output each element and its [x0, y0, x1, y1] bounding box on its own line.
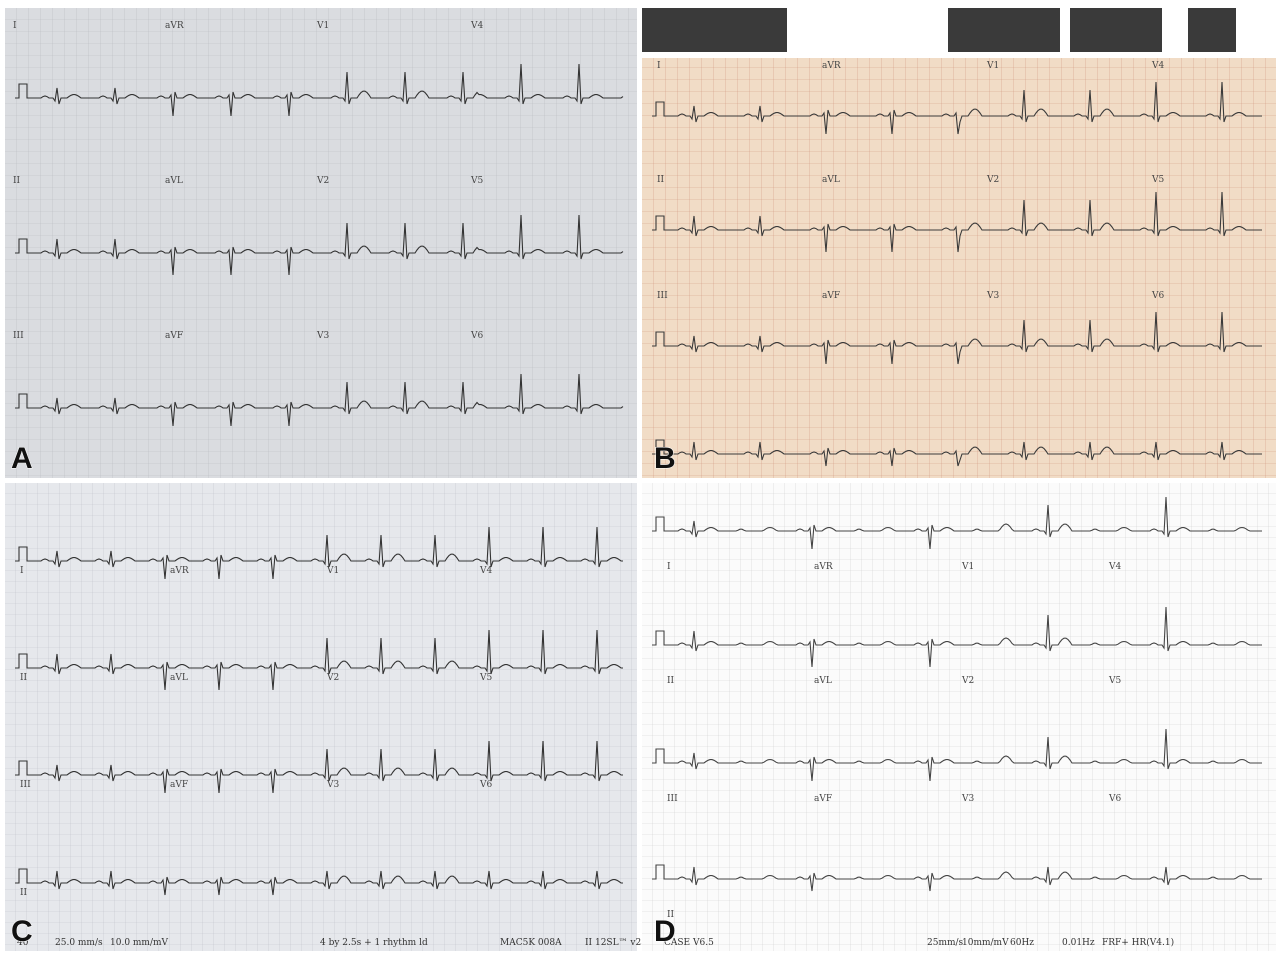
redaction: [948, 8, 1060, 52]
lead-label: V1: [326, 566, 339, 576]
lead-label: I: [667, 562, 671, 572]
lead-label: V5: [470, 176, 483, 186]
ecg-grid: [5, 8, 637, 478]
lead-label: II: [13, 176, 21, 186]
lead-label: III: [20, 780, 31, 790]
ecg-trace: [652, 606, 1262, 668]
lead-label: aVF: [822, 291, 840, 301]
ecg-trace: [652, 496, 1262, 550]
footer-text: 10.0 mm/mV: [110, 938, 169, 948]
footer-text: CASE V6.5: [664, 938, 714, 948]
ecg-trace: [652, 81, 1262, 135]
footer-text: 10mm/mV: [962, 938, 1009, 948]
lead-label: aVF: [170, 780, 188, 790]
lead-label: V5: [479, 673, 492, 683]
ecg-trace: [15, 740, 623, 794]
lead-label: II: [667, 910, 675, 920]
lead-label: aVF: [814, 794, 832, 804]
lead-label: I: [20, 566, 24, 576]
lead-label: V2: [326, 673, 339, 683]
ecg-trace: [15, 63, 624, 117]
lead-label: V4: [1108, 562, 1121, 572]
lead-label: V3: [316, 331, 329, 341]
footer-text: 0.01Hz: [1062, 938, 1095, 948]
ecg-trace: [15, 373, 624, 427]
lead-label: aVR: [170, 566, 189, 576]
panel-letter: B: [654, 442, 676, 475]
panel-letter: A: [11, 442, 33, 475]
lead-label: aVL: [170, 673, 188, 683]
ecg-trace: [15, 868, 623, 896]
ecg-trace: [652, 439, 1262, 467]
lead-label: aVR: [814, 562, 833, 572]
ecg-trace: [652, 311, 1262, 365]
lead-label: V4: [1151, 61, 1164, 71]
footer-text: FRF+ HR(V4.1): [1102, 937, 1174, 948]
lead-label: V5: [1151, 175, 1164, 185]
ecg-trace: [15, 629, 623, 691]
ecg-grid: [642, 483, 1276, 951]
ecg-trace: [15, 526, 623, 580]
lead-label: II: [20, 673, 28, 683]
lead-label: V2: [961, 676, 974, 686]
ecg-trace: [652, 864, 1262, 892]
lead-label: V2: [986, 175, 999, 185]
lead-label: V1: [316, 21, 329, 31]
ecg-trace: [652, 728, 1262, 782]
lead-label: V6: [470, 331, 483, 341]
lead-label: V6: [479, 780, 492, 790]
lead-label: V3: [986, 291, 999, 301]
footer-text: 4 by 2.5s + 1 rhythm ld: [320, 938, 428, 948]
footer-text: MAC5K 008A: [500, 938, 562, 948]
lead-label: V1: [986, 61, 999, 71]
lead-label: V5: [1108, 676, 1121, 686]
footer-text: 40: [17, 938, 29, 948]
ecg-trace: [652, 191, 1262, 253]
ecg-trace: [15, 214, 624, 276]
footer-text: 25mm/s: [927, 938, 964, 948]
lead-label: V6: [1108, 794, 1121, 804]
lead-label: aVF: [165, 331, 183, 341]
lead-label: V4: [479, 566, 492, 576]
lead-label: V2: [316, 176, 329, 186]
footer-text: 25.0 mm/s: [55, 938, 103, 948]
lead-label: I: [657, 61, 661, 71]
lead-label: aVL: [165, 176, 183, 186]
lead-label: aVR: [822, 61, 841, 71]
lead-label: aVL: [822, 175, 840, 185]
lead-label: III: [657, 291, 668, 301]
lead-label: V1: [961, 562, 974, 572]
redaction: [642, 8, 787, 52]
redaction: [1070, 8, 1162, 52]
footer-text: 60Hz: [1010, 938, 1034, 948]
lead-label: V6: [1151, 291, 1164, 301]
lead-label: aVR: [165, 21, 184, 31]
lead-label: III: [13, 331, 24, 341]
lead-label: V3: [326, 780, 339, 790]
footer-text: II 12SL™ v235: [585, 938, 653, 948]
lead-label: II: [657, 175, 665, 185]
redaction: [1188, 8, 1236, 52]
lead-label: V4: [470, 21, 483, 31]
lead-label: aVL: [814, 676, 832, 686]
lead-label: II: [20, 888, 28, 898]
panel-letter: D: [654, 915, 676, 948]
lead-label: I: [13, 21, 17, 31]
panel-letter: C: [11, 915, 33, 948]
lead-label: V3: [961, 794, 974, 804]
lead-label: II: [667, 676, 675, 686]
lead-label: III: [667, 794, 678, 804]
